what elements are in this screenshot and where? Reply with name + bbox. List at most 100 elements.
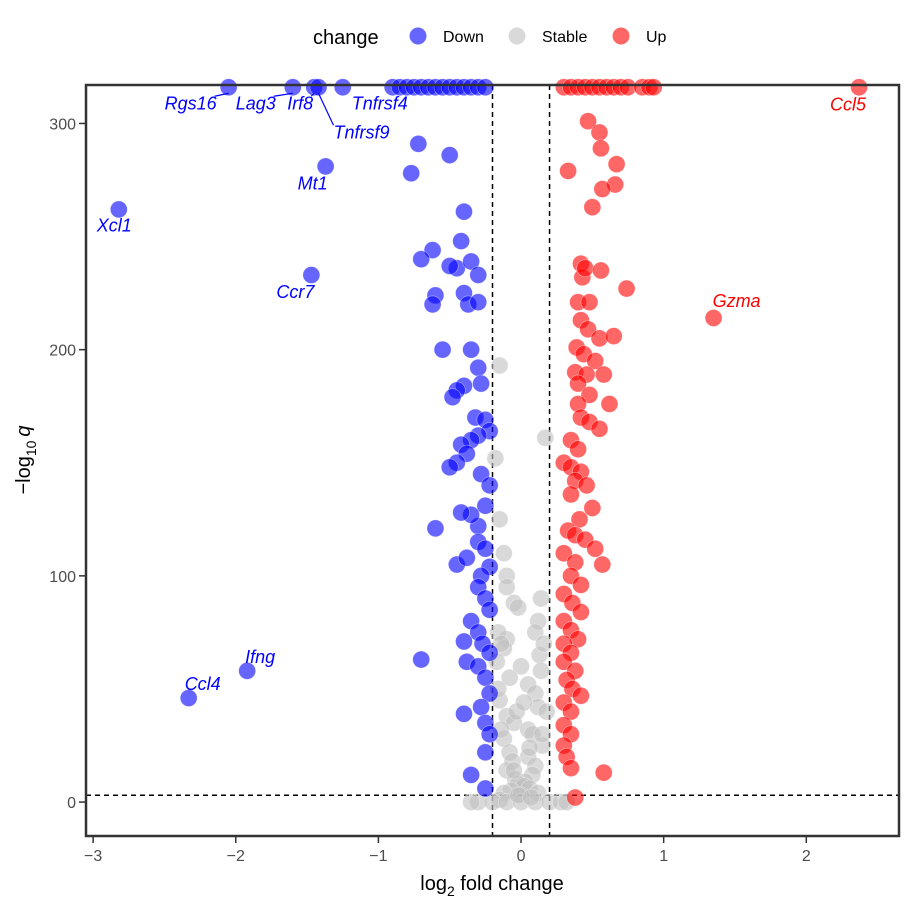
point-up xyxy=(562,759,580,777)
legend-label-stable: Stable xyxy=(542,29,587,46)
point-down xyxy=(443,388,462,406)
point-up xyxy=(590,123,609,142)
point-up xyxy=(559,162,577,180)
point-up xyxy=(592,261,610,280)
legend-title: change xyxy=(313,27,379,49)
gene-label-xcl1: Xcl1 xyxy=(96,215,132,235)
point-up xyxy=(592,139,610,158)
point-down xyxy=(476,779,495,798)
point-stable xyxy=(490,510,509,529)
y-axis-title: −log10q xyxy=(13,425,39,494)
point-stable xyxy=(520,738,539,757)
label-leader-lag3 xyxy=(273,92,293,97)
point-up xyxy=(566,788,585,807)
point-down xyxy=(440,257,459,275)
gene-label-ifng: Ifng xyxy=(245,647,275,667)
point-down xyxy=(309,78,328,97)
point-up xyxy=(600,395,619,413)
point-down xyxy=(462,340,480,359)
point-down xyxy=(452,503,470,522)
x-tick-label: 2 xyxy=(802,848,811,865)
point-up xyxy=(562,485,580,504)
point-up xyxy=(594,763,613,782)
point-down xyxy=(476,78,495,97)
point-stable xyxy=(486,449,505,468)
point-down xyxy=(480,725,499,744)
gene-label-tnfrsf4: Tnfrsf4 xyxy=(352,93,408,113)
point-down xyxy=(469,293,488,311)
point-down xyxy=(476,668,495,687)
point-up xyxy=(572,686,590,705)
point-down xyxy=(409,135,428,153)
point-down xyxy=(452,232,470,250)
point-stable xyxy=(533,725,552,744)
point-up xyxy=(569,374,587,393)
gene-label-rgs16: Rgs16 xyxy=(165,93,218,113)
point-stable xyxy=(490,356,509,375)
x-tick-label: 0 xyxy=(517,848,526,865)
point-down xyxy=(302,266,321,284)
point-down xyxy=(238,662,256,680)
point-stable xyxy=(515,693,533,712)
point-up xyxy=(617,279,636,298)
point-up xyxy=(586,352,604,370)
point-stable xyxy=(495,544,513,563)
point-stable xyxy=(462,793,480,811)
point-up xyxy=(644,78,663,97)
gene-label-gzma: Gzma xyxy=(713,291,761,311)
gene-label-ccl4: Ccl4 xyxy=(185,674,221,694)
point-down xyxy=(219,78,238,97)
point-up xyxy=(850,78,868,97)
point-down xyxy=(455,705,473,723)
point-stable xyxy=(505,761,523,780)
point-up xyxy=(704,309,723,327)
point-up xyxy=(583,499,602,517)
point-up xyxy=(572,576,590,594)
x-axis-title: log2 fold change xyxy=(420,873,563,899)
point-stable xyxy=(512,657,530,676)
point-down xyxy=(458,548,476,567)
point-up xyxy=(607,155,626,173)
x-tick-label: −1 xyxy=(369,848,387,865)
point-up xyxy=(604,327,623,345)
legend-label-down: Down xyxy=(443,29,484,46)
point-down xyxy=(412,650,430,669)
point-down xyxy=(469,358,488,377)
point-down xyxy=(480,476,499,495)
point-down xyxy=(316,157,335,176)
point-down xyxy=(455,202,473,221)
point-stable xyxy=(509,598,527,617)
point-stable xyxy=(532,662,550,680)
point-stable xyxy=(500,668,519,687)
plot-border xyxy=(84,83,901,838)
point-down xyxy=(440,146,459,164)
point-stable xyxy=(497,578,516,596)
point-stable xyxy=(537,702,556,721)
label-leader-irf8 xyxy=(310,92,315,97)
point-up xyxy=(593,555,612,574)
point-up xyxy=(572,603,590,621)
point-down xyxy=(179,689,198,707)
point-up xyxy=(583,198,602,216)
point-down xyxy=(423,295,442,314)
gene-label-mt1: Mt1 xyxy=(298,173,328,193)
legend: change Down Stable Up xyxy=(313,27,667,49)
gene-label-ccr7: Ccr7 xyxy=(276,282,315,302)
point-down xyxy=(426,519,445,538)
point-up xyxy=(593,180,612,198)
point-down xyxy=(480,684,499,703)
gene-label-ccl5: Ccl5 xyxy=(830,94,867,114)
legend-key-up xyxy=(612,27,630,45)
point-down xyxy=(480,643,499,662)
gene-label-irf8: Irf8 xyxy=(287,93,313,113)
label-leader-rgs16 xyxy=(214,92,229,97)
point-down xyxy=(440,458,459,477)
point-down xyxy=(476,496,495,515)
point-down xyxy=(472,374,490,393)
point-up xyxy=(577,476,596,495)
point-up xyxy=(594,365,613,384)
point-down xyxy=(476,539,495,558)
point-down xyxy=(455,632,473,651)
point-down xyxy=(402,164,421,183)
point-up xyxy=(590,420,609,438)
